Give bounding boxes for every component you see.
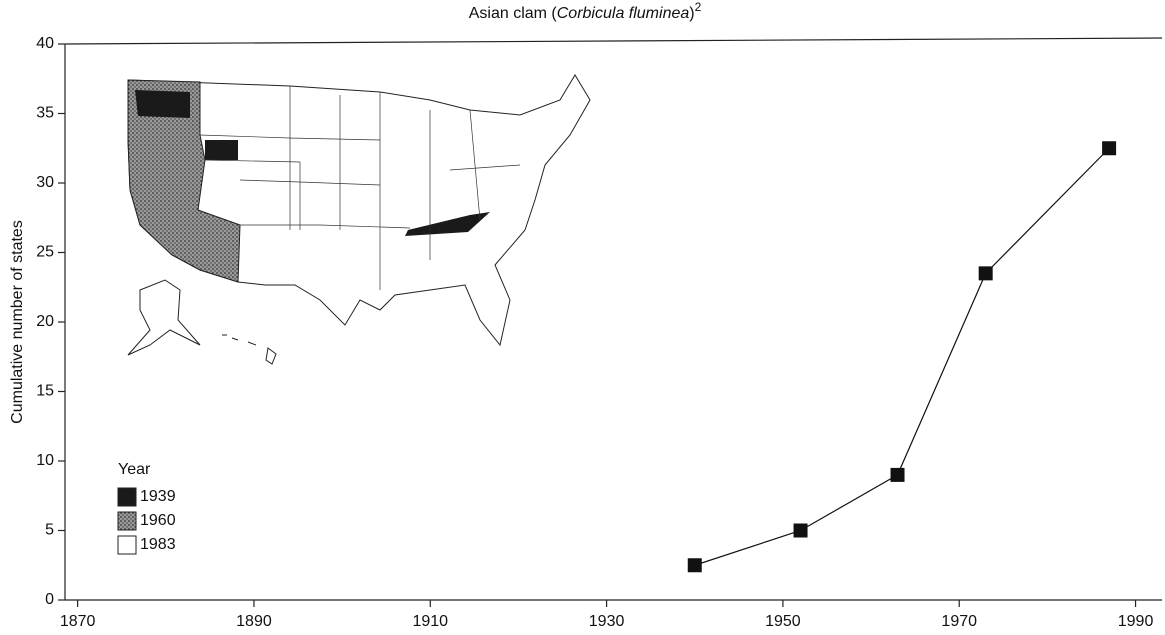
series-line bbox=[694, 147, 1110, 566]
y-axis-label: Cumulative number of states bbox=[9, 220, 26, 424]
data-point bbox=[687, 558, 702, 573]
y-tick-label: 30 bbox=[36, 174, 54, 191]
legend-label: 1939 bbox=[140, 488, 176, 505]
y-tick-label: 35 bbox=[36, 105, 54, 122]
y-tick-label: 0 bbox=[45, 591, 54, 608]
y-tick-label: 25 bbox=[36, 244, 54, 261]
x-tick-label: 1870 bbox=[60, 613, 96, 630]
y-tick-label: 40 bbox=[36, 35, 54, 52]
legend-swatch bbox=[117, 511, 137, 531]
x-tick-label: 1950 bbox=[765, 613, 801, 630]
y-tick-label: 15 bbox=[36, 383, 54, 400]
legend-label: 1983 bbox=[140, 536, 176, 553]
x-tick-label: 1930 bbox=[589, 613, 625, 630]
data-point bbox=[793, 523, 808, 538]
data-point bbox=[1102, 141, 1117, 156]
x-tick-label: 1910 bbox=[412, 613, 448, 630]
legend-title: Year bbox=[118, 461, 151, 478]
x-tick-label: 1970 bbox=[941, 613, 977, 630]
data-point bbox=[978, 266, 993, 281]
plot-frame bbox=[64, 37, 1163, 45]
legend-swatch bbox=[117, 487, 137, 507]
us-map bbox=[127, 74, 591, 365]
legend-swatch bbox=[117, 535, 137, 555]
y-tick-label: 5 bbox=[45, 522, 54, 539]
y-tick-label: 20 bbox=[36, 313, 54, 330]
data-point bbox=[890, 467, 905, 482]
x-tick-label: 1890 bbox=[236, 613, 272, 630]
y-tick-label: 10 bbox=[36, 452, 54, 469]
legend: Year bbox=[118, 461, 151, 478]
chart-title: Asian clam (Corbicula fluminea)2 bbox=[469, 0, 702, 22]
x-tick-label: 1990 bbox=[1118, 613, 1154, 630]
legend-label: 1960 bbox=[140, 512, 176, 529]
